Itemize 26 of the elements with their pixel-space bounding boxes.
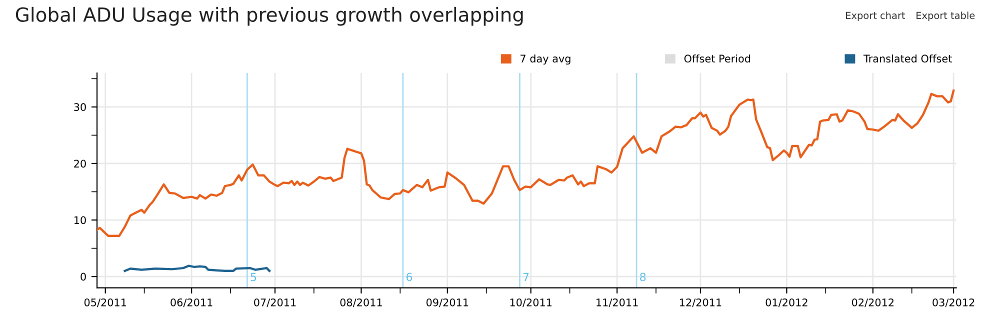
- legend-label: 7 day avg: [520, 54, 570, 65]
- y-tick-label: 10: [74, 216, 86, 224]
- line-series: [97, 89, 955, 237]
- text: Export table: [916, 12, 975, 22]
- ref-line-label: 6: [406, 272, 412, 282]
- x-tick-label: 06/2011: [170, 298, 212, 308]
- y-tick-label: 20: [74, 160, 86, 168]
- ref-line-label: 7: [523, 272, 529, 282]
- x-tick-label: 01/2012: [766, 298, 808, 308]
- x-tick-label: 11/2011: [596, 298, 638, 308]
- legend-label: Offset Period: [684, 54, 750, 63]
- x-tick-label: 03/2012: [932, 298, 974, 308]
- x-tick-label: 02/2012: [852, 298, 894, 308]
- ref-line-label: 5: [250, 272, 256, 282]
- text: Export chart: [846, 12, 906, 22]
- x-tick-label: 07/2011: [254, 298, 296, 308]
- x-tick-label: 05/2011: [84, 298, 126, 308]
- x-tick-label: 12/2011: [680, 298, 722, 308]
- ref-line-label: 8: [640, 272, 646, 282]
- x-tick-label: 09/2011: [426, 298, 468, 308]
- x-tick-label: 08/2011: [340, 298, 382, 308]
- y-tick-label: 0: [80, 272, 86, 281]
- legend-label: Translated Offset: [863, 54, 952, 63]
- x-tick-label: 10/2011: [510, 298, 552, 308]
- chart-title: Global ADU Usage with previous growth overlapping: [16, 6, 523, 26]
- y-tick-label: 30: [74, 103, 86, 112]
